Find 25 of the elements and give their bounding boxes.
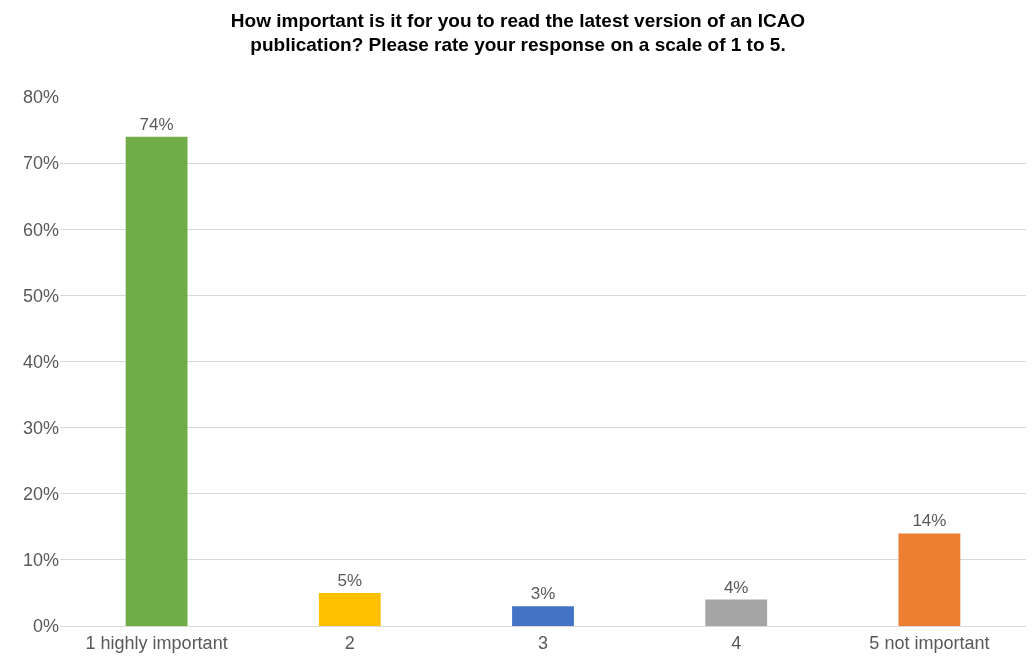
y-tick-label: 0% <box>32 616 59 637</box>
x-tick-label: 4 <box>731 632 742 653</box>
y-tick-label: 80% <box>22 87 59 108</box>
bar <box>318 592 381 626</box>
bar <box>898 533 961 626</box>
bar <box>705 599 768 626</box>
chart-title: How important is it for you to read the latest version of an ICAO publication? Please rate your response on a scale of 1 to 5. <box>230 9 806 56</box>
x-tick-label: 3 <box>537 632 549 653</box>
y-tick-label: 50% <box>22 285 59 306</box>
y-tick-label: 70% <box>22 153 59 174</box>
y-tick-label: 30% <box>22 417 59 438</box>
y-tick-label: 40% <box>22 351 59 372</box>
data-label: 74% <box>139 114 174 134</box>
x-tick-label: 1 highly important <box>85 632 228 653</box>
data-label: 3% <box>530 584 556 604</box>
y-tick-label: 10% <box>22 550 59 571</box>
x-tick-label: 2 <box>344 632 355 653</box>
data-label: 4% <box>723 577 749 597</box>
data-label: 5% <box>337 570 363 590</box>
x-tick-label: 5 not important <box>869 632 990 653</box>
bar <box>512 606 574 626</box>
bar <box>125 136 188 626</box>
y-tick-label: 20% <box>22 484 59 505</box>
data-label: 14% <box>912 511 947 531</box>
y-tick-label: 60% <box>22 219 59 240</box>
